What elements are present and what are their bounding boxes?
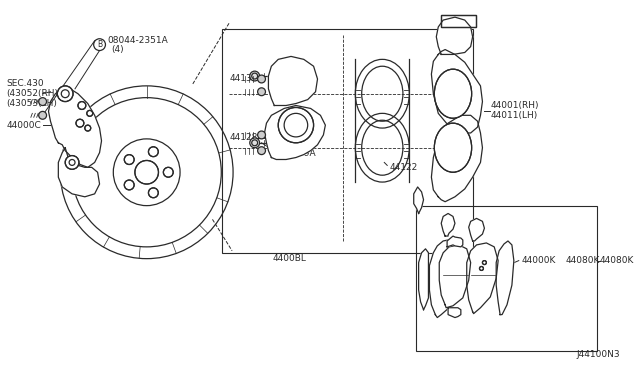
Text: 44011(LH): 44011(LH) (490, 111, 538, 120)
Circle shape (135, 160, 159, 184)
Text: (4): (4) (111, 45, 124, 54)
Text: 44080K: 44080K (566, 256, 600, 265)
Polygon shape (58, 148, 100, 197)
Polygon shape (431, 49, 483, 133)
Circle shape (278, 108, 314, 143)
Text: B: B (97, 40, 102, 49)
Circle shape (163, 167, 173, 177)
Text: 44001(RH): 44001(RH) (490, 101, 539, 110)
Circle shape (258, 88, 266, 96)
Circle shape (58, 86, 73, 102)
Ellipse shape (435, 123, 472, 172)
Circle shape (85, 125, 91, 131)
Bar (441, 15, 476, 27)
Circle shape (258, 75, 266, 83)
Circle shape (87, 110, 93, 116)
Polygon shape (431, 115, 483, 202)
Polygon shape (264, 106, 325, 160)
Polygon shape (419, 249, 428, 310)
Text: 44000K: 44000K (522, 256, 556, 265)
Text: 44122: 44122 (389, 163, 417, 172)
Polygon shape (429, 239, 465, 318)
Bar (441, 15, 476, 27)
Text: J44100N3: J44100N3 (576, 350, 620, 359)
Circle shape (258, 131, 266, 139)
Text: SEC.430: SEC.430 (6, 79, 44, 89)
Polygon shape (448, 308, 461, 318)
Text: 44139: 44139 (229, 74, 258, 83)
Polygon shape (467, 243, 498, 314)
Circle shape (250, 138, 260, 148)
Text: 44080K: 44080K (599, 256, 634, 265)
Polygon shape (468, 218, 484, 241)
Polygon shape (447, 236, 463, 247)
Polygon shape (268, 57, 317, 106)
Circle shape (124, 155, 134, 164)
Polygon shape (436, 17, 472, 54)
Circle shape (76, 119, 84, 127)
Polygon shape (441, 214, 455, 236)
Polygon shape (439, 245, 470, 308)
Text: 4400BL: 4400BL (272, 254, 306, 263)
Circle shape (479, 266, 483, 270)
Polygon shape (496, 241, 514, 315)
Circle shape (148, 147, 158, 157)
Bar (222, 29, 472, 253)
Text: 44139A: 44139A (281, 148, 316, 157)
Polygon shape (49, 89, 102, 167)
Circle shape (258, 147, 266, 155)
Text: (43052(RH): (43052(RH) (6, 89, 58, 98)
Text: (43053(LH): (43053(LH) (6, 99, 57, 108)
Polygon shape (413, 187, 424, 214)
Bar (416, 206, 597, 351)
Circle shape (483, 261, 486, 264)
Text: 44128: 44128 (229, 134, 257, 142)
Circle shape (38, 97, 47, 106)
Circle shape (65, 155, 79, 169)
Text: 08044-2351A: 08044-2351A (108, 36, 168, 45)
Circle shape (38, 111, 47, 119)
Circle shape (124, 180, 134, 190)
Circle shape (250, 71, 260, 81)
Ellipse shape (435, 69, 472, 118)
Text: 44000C: 44000C (6, 121, 41, 129)
Circle shape (148, 188, 158, 198)
Circle shape (78, 102, 86, 109)
